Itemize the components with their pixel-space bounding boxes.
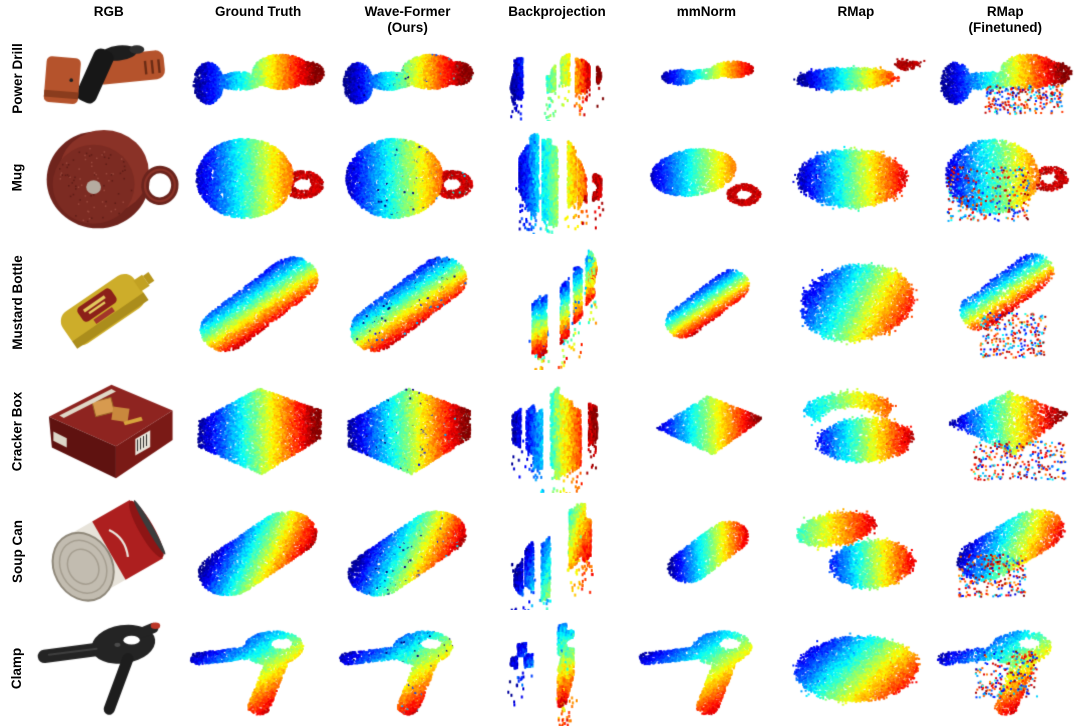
mug-rgb-photo xyxy=(34,121,184,234)
clamp-rgb-photo xyxy=(34,610,184,726)
column-header-ground-truth: Ground Truth xyxy=(183,0,332,36)
mustard-bottle-ground-truth-pointcloud xyxy=(183,234,333,370)
soup-can-rmap-finetuned-pointcloud xyxy=(930,493,1080,610)
mustard-bottle-rmap-pointcloud xyxy=(781,234,931,370)
row-label-soup-can: Soup Can xyxy=(9,520,25,583)
mug-ground-truth-pointcloud xyxy=(183,121,333,234)
mug-wave-former-pointcloud xyxy=(332,121,483,234)
mustard-bottle-wave-former-pointcloud xyxy=(332,234,483,370)
column-label: RMap xyxy=(837,4,875,19)
row-label-mug: Mug xyxy=(9,163,25,192)
power-drill-rmap-finetuned-pointcloud xyxy=(930,36,1080,121)
mustard-bottle-backprojection-pointcloud xyxy=(482,234,632,370)
column-label: RMap xyxy=(986,4,1024,19)
power-drill-rmap-pointcloud xyxy=(781,36,931,121)
column-label: Backprojection xyxy=(508,4,606,19)
column-header-backprojection: Backprojection xyxy=(482,0,631,36)
clamp-ground-truth-pointcloud xyxy=(183,610,333,726)
corner-spacer xyxy=(0,0,34,36)
column-header-rgb: RGB xyxy=(34,0,183,36)
mustard-bottle-mmnorm-pointcloud xyxy=(631,234,782,370)
power-drill-backprojection-pointcloud xyxy=(482,36,632,121)
column-label: Wave-Former xyxy=(364,4,451,19)
cracker-box-backprojection-pointcloud xyxy=(482,370,632,493)
row-label-cracker-box: Cracker Box xyxy=(9,391,25,472)
cracker-box-rgb-photo xyxy=(34,370,184,493)
mug-rmap-finetuned-pointcloud xyxy=(930,121,1080,234)
cracker-box-rmap-finetuned-pointcloud xyxy=(930,370,1080,493)
cracker-box-ground-truth-pointcloud xyxy=(183,370,333,493)
column-label: mmNorm xyxy=(676,4,737,19)
mustard-bottle-rgb-photo xyxy=(34,234,184,370)
cracker-box-mmnorm-pointcloud xyxy=(631,370,782,493)
clamp-rmap-pointcloud xyxy=(781,610,931,726)
clamp-backprojection-pointcloud xyxy=(482,610,632,726)
soup-can-backprojection-pointcloud xyxy=(482,493,632,610)
power-drill-ground-truth-pointcloud xyxy=(183,36,333,121)
cracker-box-wave-former-pointcloud xyxy=(332,370,483,493)
column-label: RGB xyxy=(93,4,124,19)
soup-can-ground-truth-pointcloud xyxy=(183,493,333,610)
mug-mmnorm-pointcloud xyxy=(631,121,782,234)
soup-can-rgb-photo xyxy=(34,493,184,610)
soup-can-mmnorm-pointcloud xyxy=(631,493,782,610)
column-header-rmap-finetuned: RMap (Finetuned) xyxy=(931,0,1080,36)
clamp-mmnorm-pointcloud xyxy=(631,610,782,726)
row-label-power-drill: Power Drill xyxy=(9,43,25,114)
mug-rmap-pointcloud xyxy=(781,121,931,234)
column-sublabel: (Finetuned) xyxy=(968,19,1043,35)
column-label: Ground Truth xyxy=(215,4,302,19)
column-header-rmap: RMap xyxy=(781,0,930,36)
mustard-bottle-rmap-finetuned-pointcloud xyxy=(930,234,1080,370)
mug-backprojection-pointcloud xyxy=(482,121,632,234)
column-sublabel: (Ours) xyxy=(387,19,428,35)
clamp-rmap-finetuned-pointcloud xyxy=(930,610,1080,726)
clamp-wave-former-pointcloud xyxy=(332,610,483,726)
column-header-wave-former: Wave-Former (Ours) xyxy=(333,0,482,36)
row-label-clamp: Clamp xyxy=(9,647,25,689)
soup-can-wave-former-pointcloud xyxy=(332,493,483,610)
power-drill-wave-former-pointcloud xyxy=(332,36,483,121)
power-drill-mmnorm-pointcloud xyxy=(631,36,782,121)
power-drill-rgb-photo xyxy=(34,36,184,121)
soup-can-rmap-pointcloud xyxy=(781,493,931,610)
row-label-mustard-bottle: Mustard Bottle xyxy=(9,254,25,350)
column-header-mmnorm: mmNorm xyxy=(632,0,781,36)
cracker-box-rmap-pointcloud xyxy=(781,370,931,493)
